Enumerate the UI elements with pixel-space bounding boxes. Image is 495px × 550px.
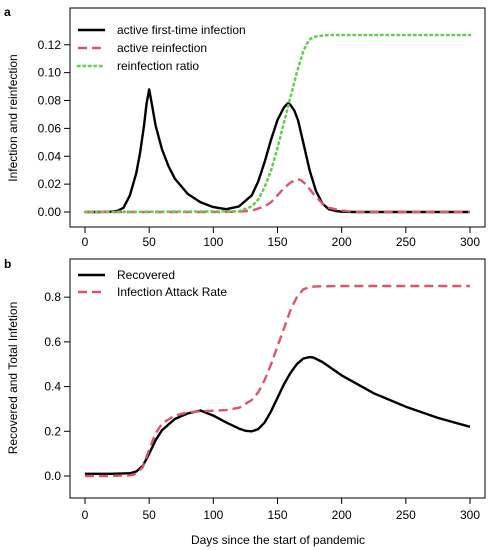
panel-a-series-line-2	[85, 177, 470, 214]
panel-a: a 0 50 100 150 200 250 300 0.000.020.040.060.0…	[4, 5, 486, 249]
panel-a-legend-label-1: active first-time infection	[117, 23, 246, 37]
panel-b-y-tick-label: 0.8	[44, 290, 61, 304]
panel-a-x-tick-label: 50	[142, 235, 156, 249]
panel-b-legend-label-1: Recovered	[117, 268, 175, 282]
panel-a-legend-label-3: reinfection ratio	[117, 59, 199, 73]
panel-a-y-axis: 0.00 0.02 0.04 0.06 0.08 0.10 0.12	[38, 38, 70, 219]
panel-a-y-tick-label: 0.02	[38, 177, 62, 191]
panel-b-label: b	[4, 257, 11, 271]
x-axis-label: Days since the start of pandemic	[191, 533, 365, 547]
panel-a-y-tick-label: 0.00	[38, 205, 62, 219]
panel-b-legend-label-2: Infection Attack Rate	[117, 285, 227, 299]
panel-a-y-tick-label: 0.06	[38, 121, 62, 135]
panel-b-series-line-1	[85, 355, 471, 475]
panel-a-x-tick-label: 200	[332, 235, 352, 249]
panel-a-y-tick-label: 0.12	[38, 38, 62, 52]
panel-b-x-tick-label: 0	[82, 508, 89, 522]
panel-b-series-line-2	[85, 284, 470, 478]
panel-b-y-tick-label: 0.0	[44, 469, 61, 483]
panel-b-x-tick-label: 100	[203, 508, 223, 522]
panel-b-x-tick-label: 200	[332, 508, 352, 522]
panel-a-y-label: Infection and reinfection	[6, 54, 20, 181]
panel-a-x-tick-label: 300	[460, 235, 480, 249]
panel-b-x-tick-label: 50	[142, 508, 156, 522]
panel-a-legend-label-2: active reinfection	[117, 41, 207, 55]
panel-a-x-tick-label: 0	[82, 235, 89, 249]
panel-b-y-tick-label: 0.6	[44, 335, 61, 349]
panel-b-x-tick-label: 150	[267, 508, 287, 522]
panel-a-x-axis: 0 50 100 150 200 250 300	[82, 227, 480, 249]
panel-b-y-tick-label: 0.2	[44, 424, 61, 438]
panel-a-y-tick-label: 0.04	[38, 149, 62, 163]
panel-a-label: a	[4, 5, 11, 19]
panel-b-y-axis: 0.0 0.2 0.4 0.6 0.8	[44, 290, 70, 483]
panel-a-x-tick-label: 100	[203, 235, 223, 249]
panel-b: b 0 50 100 150 200 250 300 0.0 0.2 0.4 0.6 0.8 Rec…	[4, 257, 486, 522]
panel-a-y-tick-label: 0.08	[38, 94, 62, 108]
panel-b-series	[85, 284, 471, 478]
panel-b-y-label: Recovered and Total Infetion	[6, 302, 20, 455]
panel-b-x-axis: 0 50 100 150 200 250 300	[82, 498, 480, 522]
panel-a-series-line-3	[83, 33, 472, 214]
panel-b-x-tick-label: 250	[396, 508, 416, 522]
panel-a-x-tick-label: 250	[396, 235, 416, 249]
panel-b-legend: Recovered Infection Attack Rate	[78, 268, 227, 299]
panel-a-legend: active first-time infection active reinfe…	[76, 23, 246, 73]
panel-b-x-tick-label: 300	[460, 508, 480, 522]
panel-b-y-tick-label: 0.4	[44, 380, 61, 394]
panel-a-x-tick-label: 150	[267, 235, 287, 249]
panel-a-series	[83, 33, 472, 214]
panel-a-y-tick-label: 0.10	[38, 66, 62, 80]
